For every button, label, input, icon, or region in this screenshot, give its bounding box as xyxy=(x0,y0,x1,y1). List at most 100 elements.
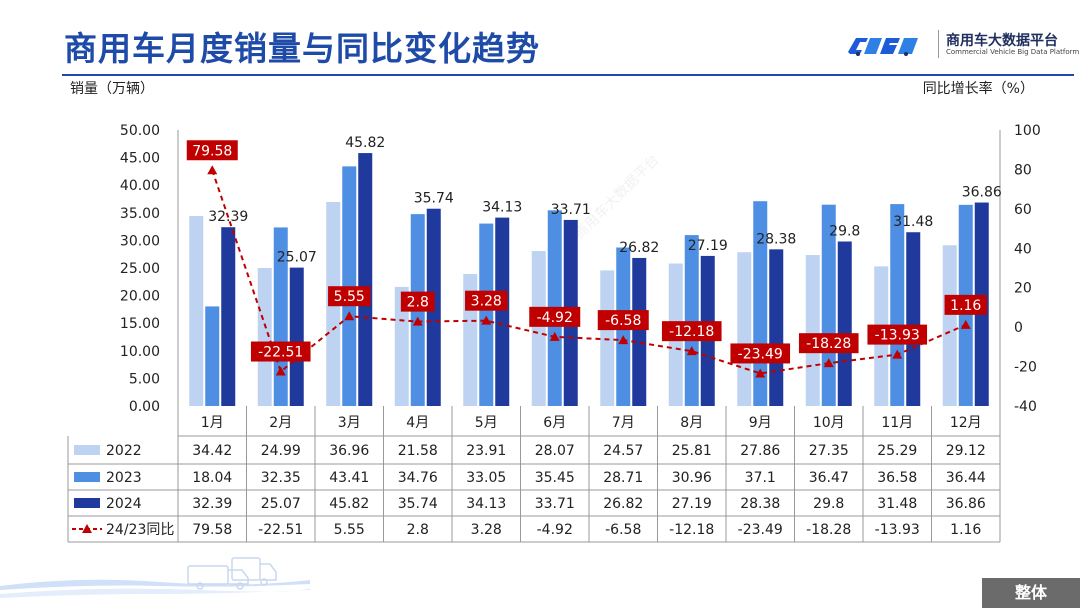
yoy-label-box xyxy=(867,324,928,345)
table-cell: -12.18 xyxy=(669,522,714,538)
yoy-value-label: -18.28 xyxy=(806,336,851,352)
yoy-value-label: 1.16 xyxy=(950,298,981,314)
yoy-marker xyxy=(275,366,286,376)
yoy-value-label: -4.92 xyxy=(537,310,573,326)
bar-2022 xyxy=(531,251,546,406)
right-tick-label: 100 xyxy=(1014,123,1041,139)
legend-swatch-2022 xyxy=(74,445,100,455)
bar-2023 xyxy=(890,204,905,406)
table-cell: 28.71 xyxy=(603,470,643,486)
right-tick-label: 60 xyxy=(1014,202,1032,218)
bar-value-label: 35.74 xyxy=(414,191,454,207)
category-label: 6月 xyxy=(543,415,566,431)
table-cell: -18.28 xyxy=(806,522,851,538)
bar-value-label: 26.82 xyxy=(619,240,659,256)
table-cell: -22.51 xyxy=(258,522,303,538)
table-cell: 29.12 xyxy=(946,443,986,459)
bar-2024 xyxy=(358,153,373,406)
table-cell: 30.96 xyxy=(672,470,712,486)
table-cell: 26.82 xyxy=(603,496,643,512)
watermark-text: 商用车大数据平台 xyxy=(571,151,662,242)
right-tick-label: 0 xyxy=(1014,320,1023,336)
scope-tag: 整体 xyxy=(982,578,1080,608)
left-tick-label: 35.00 xyxy=(120,206,160,222)
right-tick-label: 20 xyxy=(1014,281,1032,297)
yoy-label-box xyxy=(944,294,987,315)
legend-label: 2024 xyxy=(106,496,142,512)
category-label: 8月 xyxy=(680,415,703,431)
table-cell: 5.55 xyxy=(334,522,365,538)
bar-2024 xyxy=(221,227,236,406)
table-cell: 43.41 xyxy=(329,470,369,486)
bar-value-label: 27.19 xyxy=(688,238,728,254)
left-tick-label: 10.00 xyxy=(120,344,160,360)
table-cell: 24.99 xyxy=(261,443,301,459)
yoy-value-label: 2.8 xyxy=(407,295,429,311)
legend-swatch-2024 xyxy=(74,498,100,508)
yoy-label-box xyxy=(250,341,311,362)
table-cell: -4.92 xyxy=(537,522,573,538)
legend-label: 2023 xyxy=(106,470,142,486)
table-cell: -23.49 xyxy=(738,522,783,538)
table-cell: 45.82 xyxy=(329,496,369,512)
table-cell: 37.1 xyxy=(745,470,776,486)
yoy-label-box xyxy=(529,306,581,327)
yoy-value-label: 79.58 xyxy=(192,143,232,159)
table-cell: 18.04 xyxy=(192,470,232,486)
yoy-label-box xyxy=(730,343,791,364)
table-cell: 24.57 xyxy=(603,443,643,459)
bar-2024 xyxy=(769,249,784,406)
truck-decoration-icon xyxy=(0,557,310,598)
table-cell: 25.81 xyxy=(672,443,712,459)
logo-en-text: Commercial Vehicle Big Data Platform xyxy=(946,48,1080,56)
category-label: 12月 xyxy=(950,415,982,431)
table-cell: 32.39 xyxy=(192,496,232,512)
yoy-value-label: 3.28 xyxy=(471,294,502,310)
bar-value-label: 36.86 xyxy=(962,185,1002,201)
left-tick-label: 30.00 xyxy=(120,233,160,249)
table-cell: 36.86 xyxy=(946,496,986,512)
left-axis-title: 销量（万辆） xyxy=(70,81,154,97)
left-tick-label: 40.00 xyxy=(120,178,160,194)
bar-2024 xyxy=(906,232,921,406)
legend-label: 24/23同比 xyxy=(106,522,174,538)
legend-swatch-2023 xyxy=(74,472,100,482)
legend-marker-yoy xyxy=(82,524,92,533)
bar-2022 xyxy=(257,268,272,406)
bar-2023 xyxy=(821,204,836,406)
left-tick-label: 20.00 xyxy=(120,289,160,305)
table-cell: 79.58 xyxy=(192,522,232,538)
right-tick-label: -20 xyxy=(1014,360,1037,376)
table-cell: 32.35 xyxy=(261,470,301,486)
table-cell: 29.8 xyxy=(813,496,844,512)
cvbd-logo: 商用车大数据平台 Commercial Vehicle Big Data Pla… xyxy=(846,28,1080,60)
bar-value-label: 33.71 xyxy=(551,202,591,218)
yoy-label-box xyxy=(400,291,435,312)
yoy-label-box xyxy=(798,333,859,354)
logo-separator xyxy=(938,30,939,58)
table-cell: 2.8 xyxy=(407,522,429,538)
bar-2022 xyxy=(942,245,957,406)
left-tick-label: 15.00 xyxy=(120,316,160,332)
yoy-marker xyxy=(618,335,629,345)
bar-2022 xyxy=(600,270,615,406)
bar-2024 xyxy=(289,267,304,406)
bar-value-label: 34.13 xyxy=(482,200,522,216)
yoy-value-label: 5.55 xyxy=(334,289,365,305)
category-label: 5月 xyxy=(475,415,498,431)
table-cell: 1.16 xyxy=(950,522,981,538)
bar-2022 xyxy=(394,286,409,406)
truck-logo-icon xyxy=(848,38,918,56)
left-tick-label: 0.00 xyxy=(129,399,160,415)
yoy-marker xyxy=(207,165,218,175)
yoy-marker xyxy=(412,316,423,326)
yoy-label-box xyxy=(597,310,649,331)
table-cell: 21.58 xyxy=(398,443,438,459)
table-cell: 27.35 xyxy=(809,443,849,459)
category-label: 11月 xyxy=(881,415,913,431)
yoy-marker xyxy=(755,368,766,378)
right-tick-label: -40 xyxy=(1014,399,1037,415)
category-label: 7月 xyxy=(612,415,635,431)
bar-2024 xyxy=(632,257,647,406)
table-cell: 25.29 xyxy=(877,443,917,459)
